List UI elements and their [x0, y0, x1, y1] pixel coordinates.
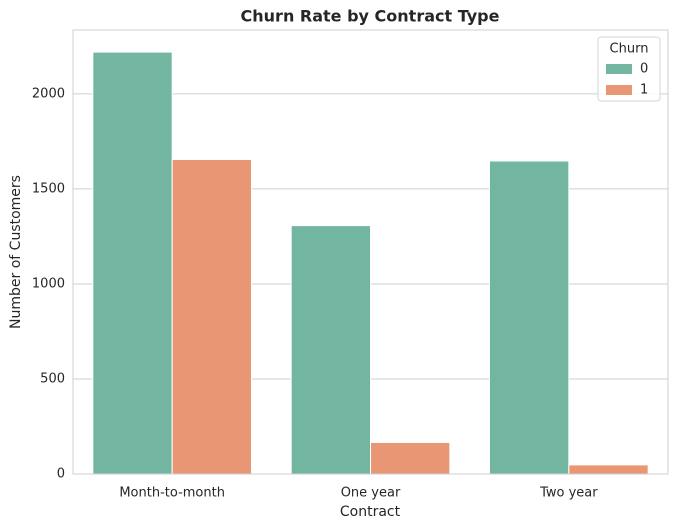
bar	[290, 225, 371, 475]
bar	[171, 158, 253, 475]
legend-label: 0	[640, 62, 648, 77]
x-axis-label: Contract	[340, 504, 401, 520]
y-tick-label: 2000	[32, 86, 65, 101]
x-tick-label: Two year	[539, 486, 598, 501]
y-tick-label: 0	[57, 467, 65, 482]
legend-swatch	[606, 64, 632, 74]
y-axis-label: Number of Customers	[8, 175, 24, 329]
bar	[568, 464, 649, 475]
x-tick-label: Month-to-month	[119, 486, 225, 501]
bar	[489, 160, 570, 475]
bar	[92, 51, 173, 475]
x-tick-label: One year	[341, 486, 401, 501]
plot-frame	[72, 29, 669, 475]
y-tick-label: 500	[40, 371, 65, 386]
chart-title: Churn Rate by Contract Type	[241, 7, 500, 26]
legend-title: Churn	[610, 42, 649, 57]
y-tick-label: 1500	[32, 181, 65, 196]
bar	[370, 441, 451, 475]
y-tick-label: 1000	[32, 276, 65, 291]
legend-swatch	[606, 85, 632, 95]
legend-label: 1	[640, 83, 648, 98]
